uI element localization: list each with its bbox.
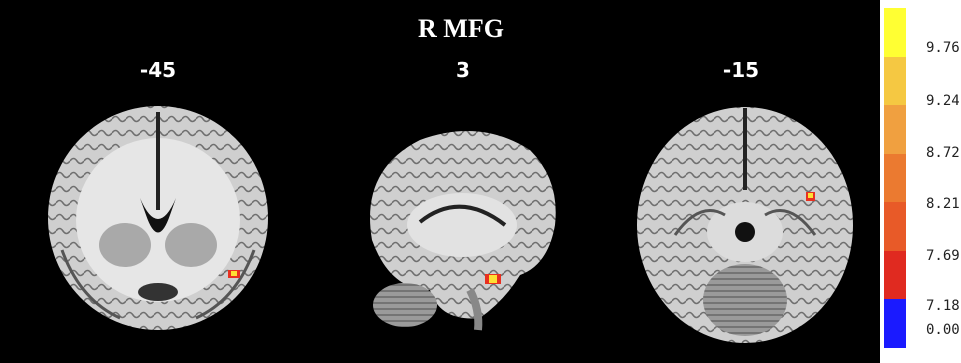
colorbar-label: 9.24 bbox=[926, 93, 960, 109]
brain-slices-image bbox=[48, 106, 853, 343]
colorbar-label: 7.69 bbox=[926, 248, 960, 264]
sagittal-slice bbox=[370, 131, 556, 331]
figure-title: R MFG bbox=[418, 14, 504, 43]
colorbar-segment bbox=[884, 105, 906, 154]
slice-coordinate-sagittal: 3 bbox=[456, 58, 470, 82]
colorbar-segment bbox=[884, 299, 906, 348]
colorbar-label: 9.76 bbox=[926, 40, 960, 56]
colorbar-segment bbox=[884, 250, 906, 300]
colorbar-segment bbox=[884, 153, 906, 203]
colorbar-label: 8.21 bbox=[926, 196, 960, 212]
colorbar-segment bbox=[884, 56, 906, 106]
colorbar-segment bbox=[884, 202, 906, 251]
slice-coordinate-axial: -15 bbox=[722, 58, 760, 82]
colorbar-label: 7.18 bbox=[926, 298, 960, 314]
axial-slice bbox=[637, 107, 853, 343]
slice-coordinate-coronal: -45 bbox=[139, 58, 177, 82]
colorbar bbox=[884, 8, 906, 363]
colorbar-segment bbox=[884, 8, 906, 57]
colorbar-label: 8.72 bbox=[926, 145, 960, 161]
coronal-slice bbox=[48, 106, 268, 330]
brain-figure-panel: R MFG -45 3 -15 bbox=[0, 0, 880, 363]
colorbar-label: 0.00 bbox=[926, 322, 960, 338]
